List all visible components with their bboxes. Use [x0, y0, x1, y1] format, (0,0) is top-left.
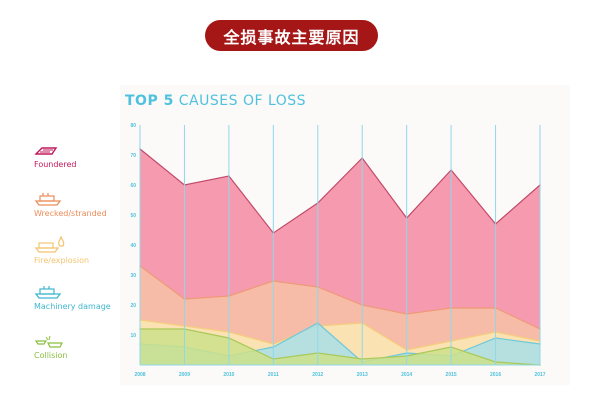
line-foundered: [139, 148, 541, 234]
y-tick-60: 60: [130, 183, 136, 189]
line-collision: [140, 328, 541, 366]
y-tick-10: 10: [130, 333, 136, 339]
y-tick-20: 20: [130, 303, 136, 309]
x-tick-2009: 2009: [179, 372, 190, 378]
x-tick-2012: 2012: [312, 372, 323, 378]
title-banner: 全损事故主要原因: [205, 20, 378, 51]
chart-title-bold: TOP 5: [125, 93, 174, 109]
x-tick-2017: 2017: [534, 372, 545, 378]
legend-item-wrecked: Wrecked/stranded: [34, 191, 124, 218]
machinery-ship-icon: [34, 286, 62, 299]
legend-item-machinery: Machinery damage: [34, 284, 124, 311]
x-tick-2015: 2015: [446, 372, 457, 378]
line-wrecked-stranded: [139, 265, 541, 330]
y-tick-50: 50: [130, 213, 136, 219]
y-tick-40: 40: [130, 243, 136, 249]
collision-ship-icon: [34, 335, 63, 348]
legend-label-foundered: Foundered: [34, 160, 77, 169]
wrecked-ship-icon: [34, 193, 62, 206]
x-tick-2011: 2011: [268, 372, 279, 378]
chart-title-rest: CAUSES OF LOSS: [173, 93, 307, 109]
legend-label-fire: Fire/explosion: [34, 256, 90, 265]
fire-ship-icon: [34, 236, 65, 253]
area-collision: [140, 329, 540, 365]
y-tick-30: 30: [130, 273, 136, 279]
y-tick-70: 70: [130, 153, 136, 159]
x-tick-2014: 2014: [401, 372, 412, 378]
legend-item-foundered: Foundered: [34, 144, 124, 169]
y-tick-80: 80: [130, 123, 136, 129]
x-tick-2013: 2013: [357, 372, 368, 378]
legend-label-wrecked: Wrecked/stranded: [34, 209, 107, 218]
x-tick-2010: 2010: [223, 372, 234, 378]
legend-item-fire: Fire/explosion: [34, 236, 124, 265]
foundered-ship-icon: [34, 147, 58, 155]
x-tick-2016: 2016: [490, 372, 501, 378]
legend-item-collision: Collision: [34, 333, 124, 360]
line-fire-explosion: [139, 319, 541, 351]
legend-label-collision: Collision: [34, 351, 68, 360]
chart-title: TOP 5 CAUSES OF LOSS: [125, 93, 306, 109]
legend-label-machinery: Machinery damage: [34, 302, 111, 311]
x-tick-2008: 2008: [134, 372, 145, 378]
banner-text: 全损事故主要原因: [223, 27, 360, 47]
